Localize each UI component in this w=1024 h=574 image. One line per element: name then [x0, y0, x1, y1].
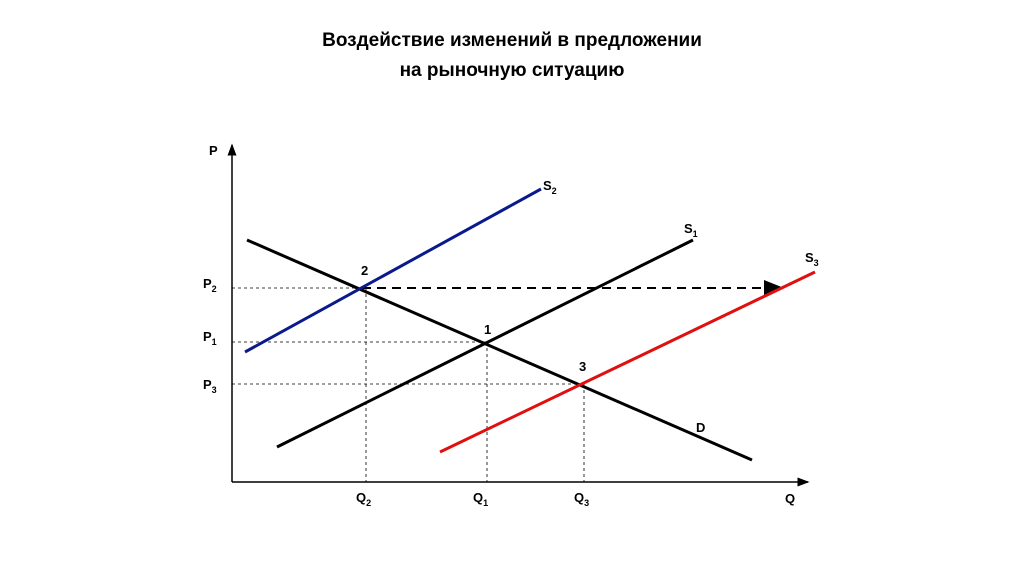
supply-curve-2 [244, 187, 542, 354]
curve-label-sub: 2 [552, 186, 557, 196]
quantity-label: Q3 [574, 490, 589, 508]
quantity-label: Q1 [473, 490, 488, 508]
curve-label-base: S [805, 250, 814, 265]
price-base: P [203, 329, 212, 344]
quantity-label: Q2 [356, 490, 371, 508]
price-label: P2 [203, 276, 217, 294]
curve-label-base: S [684, 221, 693, 236]
curve-label-sub: 1 [693, 229, 698, 239]
y-axis-label: P [209, 143, 218, 158]
curve-label: S2 [543, 178, 557, 196]
demand-curve [246, 238, 753, 462]
quantity-base: Q [473, 490, 483, 505]
supply-curve-1 [276, 238, 694, 449]
price-label: P3 [203, 377, 217, 395]
point-label: 1 [484, 322, 491, 337]
point-label: 2 [361, 263, 368, 278]
quantity-sub: 2 [366, 498, 371, 508]
guides [232, 287, 585, 482]
curve-label: S1 [684, 221, 698, 239]
x-axis-label: Q [785, 491, 795, 506]
curve-label: S3 [805, 250, 819, 268]
price-label: P1 [203, 329, 217, 347]
title-line: на рыночную ситуацию [400, 60, 625, 81]
point-label: 3 [579, 359, 586, 374]
price-sub: 3 [212, 385, 217, 395]
quantity-base: Q [574, 490, 584, 505]
title-line: Воздействие изменений в предложении [322, 30, 702, 51]
price-sub: 2 [212, 284, 217, 294]
price-base: P [203, 276, 212, 291]
quantity-sub: 1 [483, 498, 488, 508]
curve-label-base: S [543, 178, 552, 193]
curve-label-sub: 3 [814, 258, 819, 268]
supply-curve-3 [439, 270, 816, 454]
quantity-sub: 3 [584, 498, 589, 508]
quantity-base: Q [356, 490, 366, 505]
price-sub: 1 [212, 337, 217, 347]
price-base: P [203, 377, 212, 392]
curve-label: D [696, 420, 705, 435]
